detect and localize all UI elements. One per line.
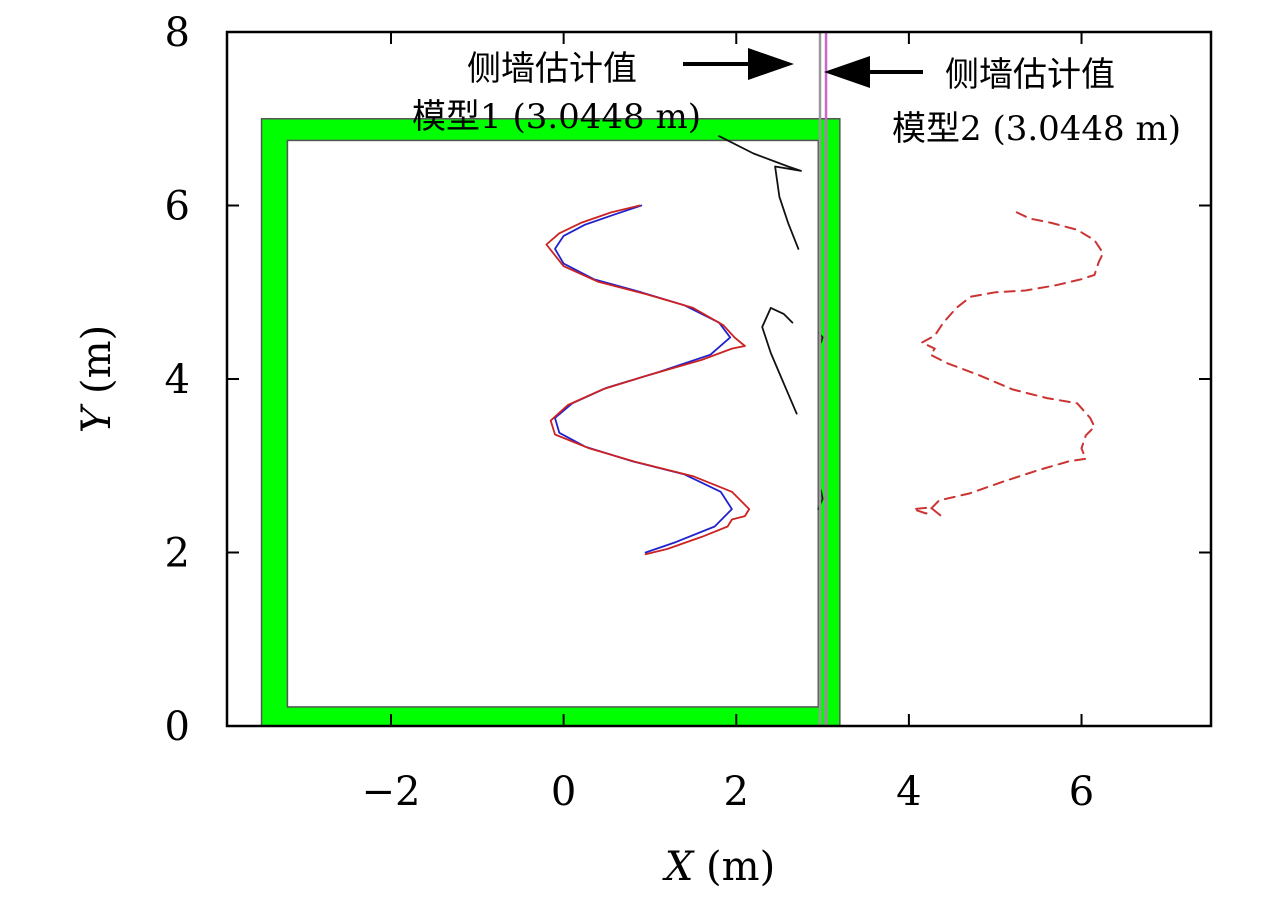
- x-tick-label: 2: [724, 769, 749, 815]
- room-interior: [286, 139, 820, 708]
- x-tick-label: 6: [1069, 769, 1094, 815]
- x-tick-label: 4: [896, 769, 921, 815]
- side-wall-layer: [818, 32, 828, 726]
- y-axis-title: Y (m): [74, 325, 120, 433]
- y-tick-label: 2: [165, 531, 190, 577]
- series-line-3: [761, 307, 798, 415]
- x-tick-label: −2: [362, 769, 421, 815]
- annotation-right-line2: 模型2 (3.0448 m): [892, 109, 1181, 149]
- annotation-right-line1: 侧墙估计值: [945, 55, 1115, 95]
- y-tick-label: 4: [165, 357, 190, 403]
- series-line-6: [912, 211, 1105, 519]
- y-tick-label: 0: [165, 704, 190, 750]
- room-layer: [260, 118, 841, 727]
- y-tick-label: 6: [165, 184, 190, 230]
- tick-layer: −2 0 2 4 6 0 2 4 6 8: [165, 10, 1211, 815]
- annotation-left-line2: 模型1 (3.0448 m): [412, 97, 701, 137]
- arrow-right-icon: [683, 48, 794, 80]
- series-line-1: [545, 204, 751, 556]
- annotation-left-line1: 侧墙估计值: [467, 49, 637, 89]
- x-tick-label: 0: [551, 769, 576, 815]
- y-tick-label: 8: [165, 10, 190, 56]
- series-line-2: [718, 135, 802, 250]
- x-axis-title: X (m): [662, 844, 775, 890]
- arrow-left-icon: [824, 56, 923, 88]
